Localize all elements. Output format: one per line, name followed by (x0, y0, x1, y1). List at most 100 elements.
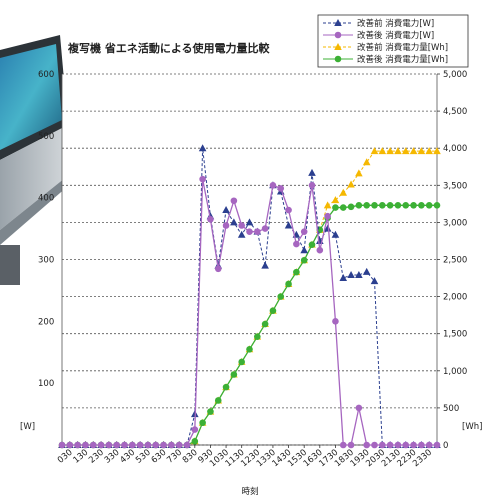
data-point (300, 228, 308, 235)
data-point (74, 441, 81, 449)
data-point (222, 206, 230, 214)
data-point (277, 185, 285, 192)
data-point (308, 168, 316, 176)
data-point (277, 293, 285, 300)
data-point (191, 426, 199, 433)
data-point (371, 202, 378, 209)
data-point (417, 147, 426, 155)
data-point (175, 441, 183, 449)
legend-item: 改善前 消費電力量[Wh] (323, 42, 448, 53)
data-point (386, 202, 394, 209)
data-point (323, 201, 332, 209)
data-point (152, 441, 160, 449)
legend: 改善前 消費電力[W]改善後 消費電力[W]改善前 消費電力量[Wh]改善後 消… (317, 14, 469, 68)
y-tick-right: 4,000 (443, 144, 467, 154)
data-point (136, 441, 144, 449)
y-tick-right: 3,000 (443, 218, 467, 228)
legend-box (317, 14, 469, 68)
data-point (331, 196, 340, 204)
legend-label: 改善後 消費電力量[Wh] (357, 54, 448, 65)
laptop-photo (0, 35, 75, 285)
data-point (363, 441, 370, 449)
data-point (433, 202, 441, 209)
data-point (433, 441, 441, 449)
data-point (334, 43, 342, 50)
data-point (347, 203, 355, 211)
data-point (214, 265, 222, 273)
data-point (339, 274, 348, 282)
data-point (66, 441, 74, 449)
data-point (347, 441, 355, 449)
data-point (386, 147, 394, 155)
data-point (308, 182, 316, 189)
data-point (254, 228, 261, 235)
data-point (82, 441, 89, 449)
y-axis-label-left: [W] (20, 422, 35, 432)
y-tick-right: 5,000 (443, 70, 467, 80)
data-point (237, 230, 246, 238)
y-axis-label-right: [Wh] (462, 422, 482, 432)
data-point (332, 204, 339, 211)
data-point (332, 318, 339, 325)
data-point (339, 204, 347, 211)
data-point (379, 441, 386, 449)
data-point (324, 212, 331, 220)
data-point (230, 371, 238, 378)
data-point (246, 345, 253, 353)
data-point (246, 228, 253, 235)
data-point (293, 268, 300, 276)
data-point (293, 240, 300, 248)
series-2 (58, 175, 441, 449)
legend-item: 改善後 消費電力量[Wh] (323, 54, 448, 65)
y-tick-right: 3,500 (443, 181, 467, 191)
y-tick-left: 100 (38, 379, 54, 389)
data-point (363, 202, 370, 209)
data-point (105, 441, 113, 449)
data-point (207, 408, 214, 415)
data-point (323, 224, 332, 232)
data-point (300, 246, 308, 254)
data-point (370, 147, 379, 155)
data-point (334, 55, 342, 63)
data-point (238, 358, 245, 366)
data-point (355, 202, 363, 209)
data-point (425, 202, 433, 209)
legend-label: 改善前 消費電力量[Wh] (357, 42, 448, 53)
data-point (214, 397, 222, 404)
data-point (339, 188, 348, 196)
data-point (394, 441, 402, 449)
y-tick-left: 200 (38, 317, 54, 327)
data-point (362, 267, 371, 275)
y-tick-right: 4,500 (443, 107, 467, 117)
data-point (198, 144, 207, 152)
data-point (269, 182, 277, 189)
data-point (394, 202, 402, 209)
data-point (308, 241, 316, 248)
data-point (222, 222, 230, 229)
data-point (58, 441, 66, 449)
data-point (238, 222, 245, 229)
data-point (113, 441, 120, 449)
data-point (402, 441, 410, 449)
y-tick-right: 2,500 (443, 256, 467, 266)
data-point (371, 441, 378, 449)
data-point (269, 307, 277, 314)
data-point (285, 206, 292, 214)
data-point (362, 158, 371, 166)
data-point (168, 441, 175, 449)
data-point (355, 270, 363, 278)
y-tick-right: 1,000 (443, 367, 467, 377)
data-point (129, 441, 136, 449)
data-point (160, 441, 167, 449)
data-point (418, 441, 425, 449)
data-point (316, 246, 324, 254)
data-point (207, 216, 214, 223)
data-point (410, 202, 417, 209)
data-point (418, 202, 425, 209)
data-point (379, 202, 386, 209)
data-point (230, 197, 238, 205)
data-point (355, 169, 363, 177)
data-point (230, 218, 238, 226)
data-point (394, 147, 402, 155)
data-point (334, 19, 342, 26)
